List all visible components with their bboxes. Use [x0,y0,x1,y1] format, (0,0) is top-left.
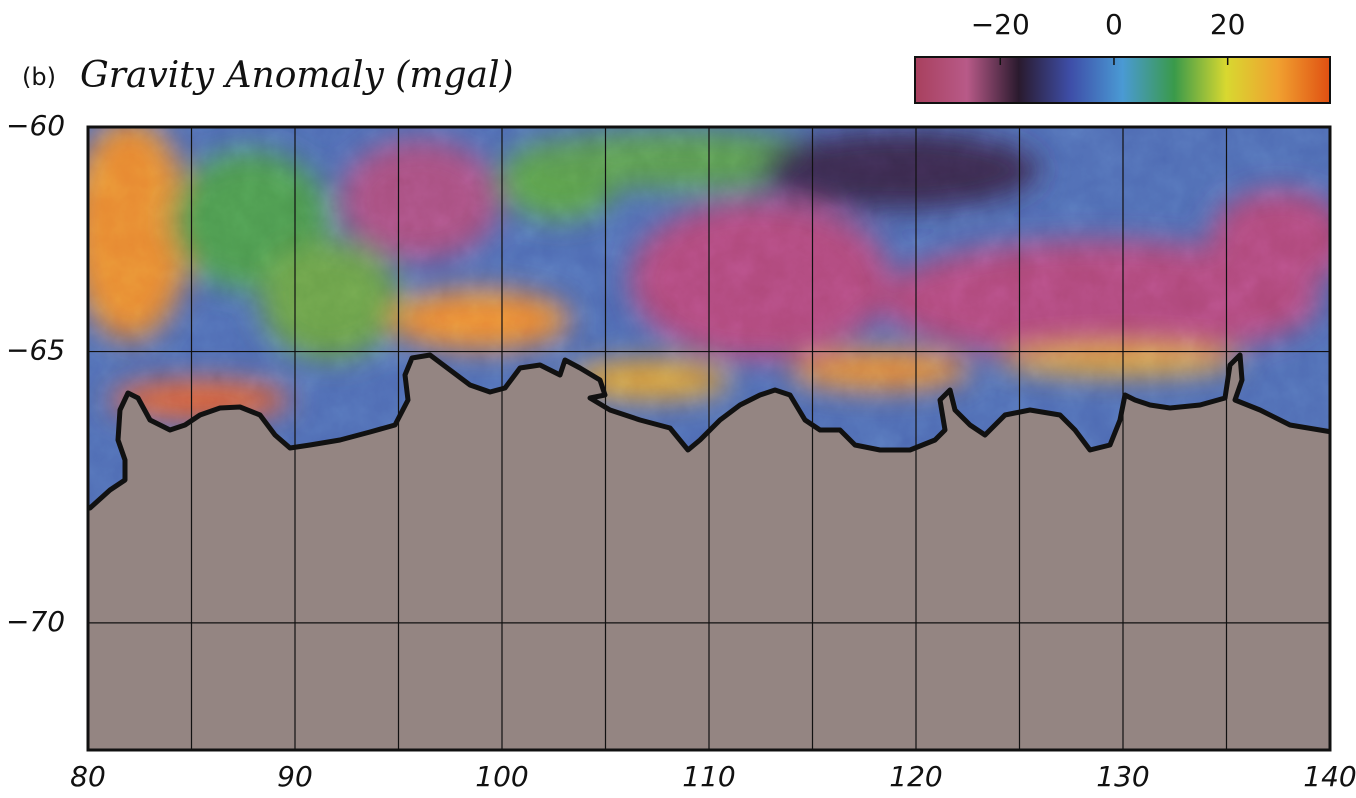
x-tick-label: 140 [1303,760,1356,793]
grid [88,127,1330,750]
chart-title: Gravity Anomaly (mgal) [80,55,514,96]
x-tick-label: 100 [475,760,528,793]
panel-label: (b) [22,63,56,91]
x-tick-label: 80 [70,760,106,793]
y-tick-label: −70 [6,605,65,638]
colorbar-tick-label: 0 [1105,8,1123,41]
map-frame [86,125,1332,752]
x-tick-label: 120 [889,760,942,793]
colorbar-tick-label: −20 [971,8,1030,41]
y-tick-label: −65 [6,334,65,367]
x-tick-label: 130 [1096,760,1149,793]
colorbar-tick-label: 20 [1210,8,1246,41]
x-tick-label: 110 [682,760,735,793]
y-tick-label: −60 [6,109,65,142]
map-field [88,127,1330,750]
x-tick-label: 90 [277,760,313,793]
colorbar [914,56,1331,104]
